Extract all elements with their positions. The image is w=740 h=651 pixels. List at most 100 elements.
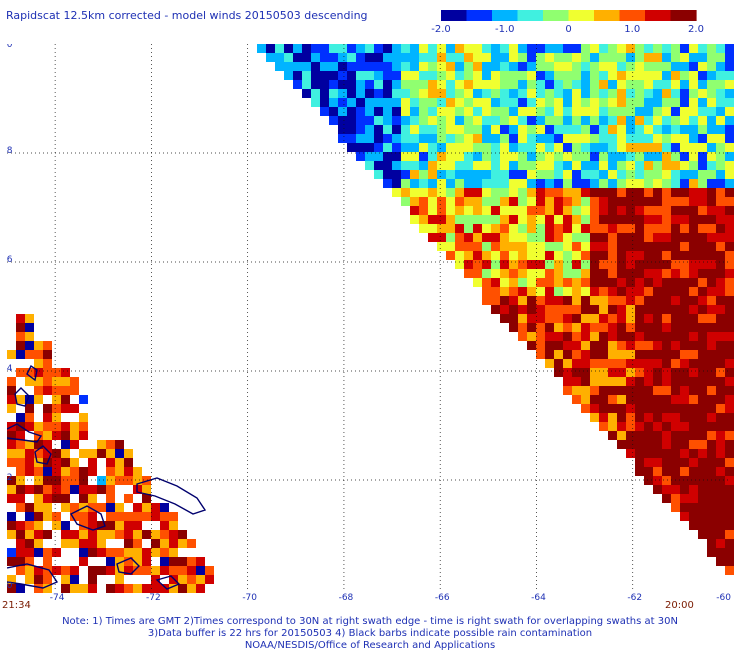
swath-cell (680, 98, 689, 107)
swath-cell (707, 125, 716, 134)
map-title: Rapidscat 12.5km corrected - model winds… (6, 9, 368, 22)
swath-cell (671, 413, 680, 422)
swath-cell (635, 71, 644, 80)
swath-cell (115, 521, 124, 530)
swath-cell (482, 233, 491, 242)
swath-cell (473, 62, 482, 71)
swath-cell (617, 98, 626, 107)
swath-cell (410, 116, 419, 125)
swath-cell (16, 440, 25, 449)
colorbar-segment (645, 10, 650, 21)
swath-cell (79, 557, 88, 566)
swath-cell (527, 251, 536, 260)
swath-cell (725, 422, 734, 431)
swath-cell (725, 80, 734, 89)
swath-cell (509, 152, 518, 161)
swath-cell (725, 125, 734, 134)
swath-cell (599, 125, 608, 134)
swath-cell (581, 269, 590, 278)
swath-cell (392, 89, 401, 98)
swath-cell (662, 188, 671, 197)
swath-cell (178, 584, 187, 593)
swath-cell (491, 143, 500, 152)
swath-cell (25, 566, 34, 575)
swath-cell (635, 125, 644, 134)
swath-cell (689, 521, 698, 530)
swath-cell (473, 53, 482, 62)
swath-cell (662, 431, 671, 440)
swath-cell (509, 215, 518, 224)
swath-cell (455, 215, 464, 224)
swath-cell (509, 161, 518, 170)
swath-cell (671, 197, 680, 206)
time-left-label: 21:34 (2, 600, 31, 611)
swath-cell (178, 566, 187, 575)
swath-cell (428, 179, 437, 188)
swath-cell (34, 368, 43, 377)
swath-cell (581, 287, 590, 296)
swath-cell (383, 179, 392, 188)
swath-cell (572, 224, 581, 233)
swath-cell (61, 449, 70, 458)
swath-cell (599, 53, 608, 62)
colorbar-segment (479, 10, 485, 21)
swath-cell (509, 80, 518, 89)
swath-cell (644, 206, 653, 215)
swath-cell (572, 107, 581, 116)
swath-cell (608, 278, 617, 287)
swath-cell (590, 44, 599, 53)
swath-cell (725, 53, 734, 62)
swath-cell (482, 215, 491, 224)
swath-cell (383, 62, 392, 71)
swath-cell (500, 116, 509, 125)
swath-cell (473, 125, 482, 134)
swath-cell (581, 323, 590, 332)
swath-cell (572, 233, 581, 242)
swath-cell (106, 449, 115, 458)
swath-cell (644, 143, 653, 152)
swath-cell (725, 485, 734, 494)
swath-cell (52, 548, 61, 557)
swath-cell (698, 530, 707, 539)
swath-cell (707, 44, 716, 53)
swath-cell (581, 170, 590, 179)
swath-cell (653, 404, 662, 413)
swath-cell (725, 476, 734, 485)
swath-cell (707, 449, 716, 458)
swath-cell (446, 62, 455, 71)
swath-cell (680, 377, 689, 386)
swath-cell (61, 575, 70, 584)
swath-cell (473, 107, 482, 116)
colorbar-tick-label: -1.0 (495, 24, 515, 35)
swath-cell (401, 197, 410, 206)
swath-cell (716, 80, 725, 89)
swath-cell (635, 422, 644, 431)
swath-cell (626, 215, 635, 224)
swath-cell (707, 53, 716, 62)
y-tick-label: 28 (7, 146, 13, 156)
swath-cell (572, 206, 581, 215)
swath-cell (653, 386, 662, 395)
swath-cell (509, 179, 518, 188)
swath-cell (410, 161, 419, 170)
swath-cell (725, 224, 734, 233)
swath-cell (61, 422, 70, 431)
swath-cell (151, 566, 160, 575)
swath-cell (671, 359, 680, 368)
swath-cell (581, 215, 590, 224)
swath-cell (617, 116, 626, 125)
swath-cell (34, 395, 43, 404)
swath-cell (644, 386, 653, 395)
swath-cell (545, 134, 554, 143)
swath-cell (653, 242, 662, 251)
swath-cell (599, 413, 608, 422)
swath-cell (698, 44, 707, 53)
swath-cell (554, 71, 563, 80)
swath-cell (16, 584, 25, 593)
swath-cell (124, 548, 133, 557)
swath-cell (626, 269, 635, 278)
swath-cell (437, 44, 446, 53)
swath-cell (689, 71, 698, 80)
swath-cell (644, 125, 653, 134)
swath-cell (347, 125, 356, 134)
